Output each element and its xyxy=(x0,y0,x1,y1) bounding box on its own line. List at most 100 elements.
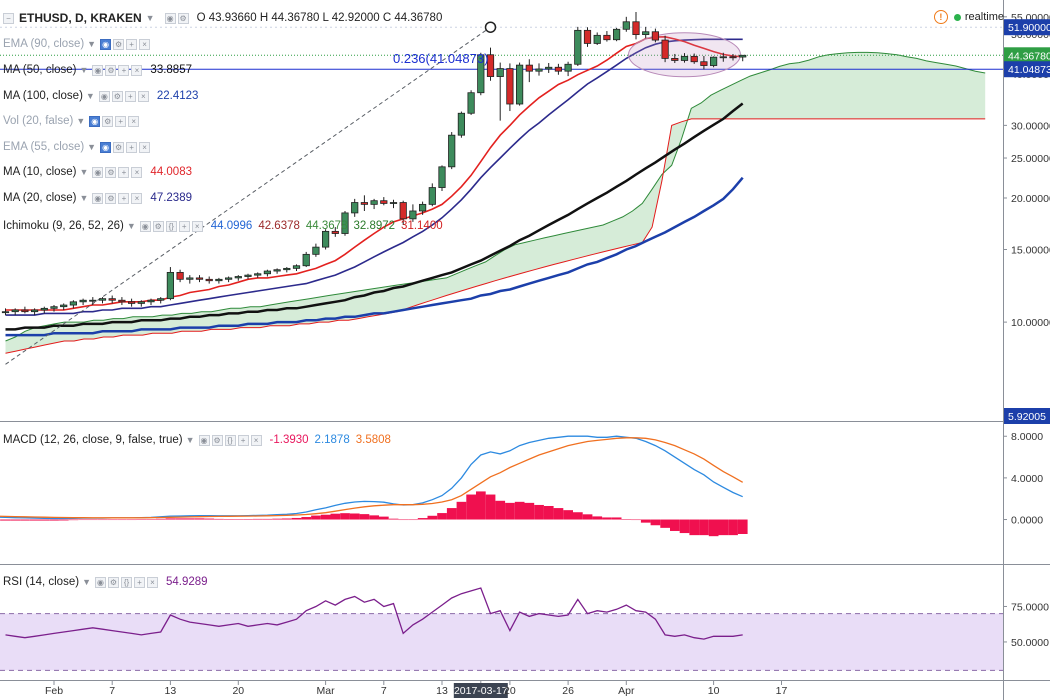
close-icon[interactable]: × xyxy=(131,166,143,178)
eye-icon[interactable]: ◉ xyxy=(100,141,112,153)
close-icon[interactable]: × xyxy=(139,141,151,153)
settings-icon[interactable]: ⚙ xyxy=(105,166,117,178)
candle-body xyxy=(409,210,417,220)
macd-histogram-bar xyxy=(194,518,205,520)
chevron-down-icon[interactable]: ▼ xyxy=(76,116,86,126)
indicator-label[interactable]: MA (20, close) xyxy=(3,192,77,204)
chevron-down-icon[interactable]: ▼ xyxy=(145,13,155,23)
macd-histogram-bar xyxy=(485,494,496,520)
price-badge: 44.36780 xyxy=(1008,50,1050,62)
macd-histogram-bar xyxy=(640,519,651,523)
macd-histogram-bar xyxy=(670,519,680,531)
chevron-down-icon[interactable]: ▼ xyxy=(185,435,195,445)
close-icon[interactable]: × xyxy=(191,220,203,232)
eye-icon[interactable]: ◉ xyxy=(198,434,210,446)
chevron-down-icon[interactable]: ▼ xyxy=(79,193,89,203)
add-icon[interactable]: + xyxy=(178,220,190,232)
add-icon[interactable]: + xyxy=(124,90,136,102)
macd-histogram-bar xyxy=(466,494,476,520)
close-icon[interactable]: × xyxy=(250,434,262,446)
eye-icon[interactable]: ◉ xyxy=(164,12,176,24)
realtime-status: ! realtime xyxy=(933,10,1004,24)
chevron-down-icon[interactable]: ▼ xyxy=(85,91,95,101)
candle-body xyxy=(176,271,184,280)
settings-icon[interactable]: ⚙ xyxy=(211,434,223,446)
eye-icon[interactable]: ◉ xyxy=(89,115,101,127)
chevron-down-icon[interactable]: ▼ xyxy=(82,577,91,587)
macd-label[interactable]: MACD (12, 26, close, 9, false, true) xyxy=(3,434,183,446)
close-icon[interactable]: × xyxy=(131,192,143,204)
candle xyxy=(273,268,281,274)
indicator-legend-ma10: MA (10, close) ▼ ◉ ⚙ + × 44.0083 xyxy=(0,164,192,180)
add-icon[interactable]: + xyxy=(237,434,249,446)
eye-icon[interactable]: ◉ xyxy=(92,64,104,76)
macd-histogram-bar xyxy=(0,519,11,521)
macd-histogram-bar xyxy=(476,491,486,520)
candle-body xyxy=(661,39,669,59)
candle xyxy=(613,27,621,42)
add-icon[interactable]: + xyxy=(118,192,130,204)
warning-icon[interactable]: ! xyxy=(933,10,948,24)
candle-body xyxy=(166,271,174,300)
candle xyxy=(69,300,77,309)
settings-icon[interactable]: ⚙ xyxy=(113,141,125,153)
indicator-label[interactable]: EMA (90, close) xyxy=(3,38,85,50)
add-icon[interactable]: + xyxy=(133,576,145,588)
macd-histogram-bar xyxy=(437,513,447,520)
settings-icon[interactable]: ⚙ xyxy=(102,115,114,127)
price-badge-bg xyxy=(1004,47,1050,64)
macd-histogram-bar xyxy=(185,518,195,520)
eye-icon[interactable]: ◉ xyxy=(100,38,112,50)
candle-body xyxy=(671,58,679,61)
close-icon[interactable]: × xyxy=(128,115,140,127)
add-icon[interactable]: + xyxy=(115,115,127,127)
chevron-down-icon[interactable]: ▼ xyxy=(87,39,97,49)
macd-histogram-bar xyxy=(49,519,59,521)
eye-icon[interactable]: ◉ xyxy=(139,220,151,232)
add-icon[interactable]: + xyxy=(118,166,130,178)
add-icon[interactable]: + xyxy=(126,38,138,50)
time-tick-label: 13 xyxy=(436,685,448,697)
chevron-down-icon[interactable]: ▼ xyxy=(126,221,136,231)
settings-icon[interactable]: ⚙ xyxy=(105,192,117,204)
collapse-icon[interactable]: − xyxy=(3,12,14,24)
close-icon[interactable]: × xyxy=(137,90,149,102)
settings-icon[interactable]: ⚙ xyxy=(113,38,125,50)
source-icon[interactable]: {} xyxy=(120,576,132,588)
settings-icon[interactable]: ⚙ xyxy=(152,220,164,232)
candle xyxy=(418,201,427,215)
eye-icon[interactable]: ◉ xyxy=(92,192,104,204)
indicator-label[interactable]: MA (50, close) xyxy=(3,64,77,76)
rsi-label[interactable]: RSI (14, close) xyxy=(3,576,80,588)
settings-icon[interactable]: ⚙ xyxy=(177,12,189,24)
settings-icon[interactable]: ⚙ xyxy=(107,576,119,588)
indicator-label[interactable]: EMA (55, close) xyxy=(3,141,85,153)
indicator-value: 33.8857 xyxy=(150,64,192,76)
candle-body xyxy=(506,68,514,105)
indicator-label[interactable]: MA (100, close) xyxy=(3,90,83,102)
add-icon[interactable]: + xyxy=(118,64,130,76)
source-icon[interactable]: {} xyxy=(165,220,177,232)
symbol-title[interactable]: ETHUSD, D, KRAKEN xyxy=(19,11,142,25)
candle xyxy=(215,277,223,284)
eye-icon[interactable]: ◉ xyxy=(94,576,106,588)
close-icon[interactable]: × xyxy=(146,576,158,588)
source-icon[interactable]: {} xyxy=(224,434,236,446)
chevron-down-icon[interactable]: ▼ xyxy=(79,167,89,177)
settings-icon[interactable]: ⚙ xyxy=(111,90,123,102)
candle-body xyxy=(700,61,708,66)
eye-icon[interactable]: ◉ xyxy=(98,90,110,102)
indicator-label[interactable]: Ichimoku (9, 26, 52, 26) xyxy=(3,220,124,232)
chevron-down-icon[interactable]: ▼ xyxy=(87,142,97,152)
chevron-down-icon[interactable]: ▼ xyxy=(79,65,89,75)
candle xyxy=(79,298,87,306)
indicator-label[interactable]: Vol (20, false) xyxy=(3,115,74,127)
indicator-label[interactable]: MA (10, close) xyxy=(3,166,77,178)
eye-icon[interactable]: ◉ xyxy=(92,166,104,178)
add-icon[interactable]: + xyxy=(126,141,138,153)
close-icon[interactable]: × xyxy=(139,38,151,50)
candle xyxy=(603,31,611,42)
settings-icon[interactable]: ⚙ xyxy=(105,64,117,76)
candle xyxy=(331,227,339,237)
close-icon[interactable]: × xyxy=(131,64,143,76)
